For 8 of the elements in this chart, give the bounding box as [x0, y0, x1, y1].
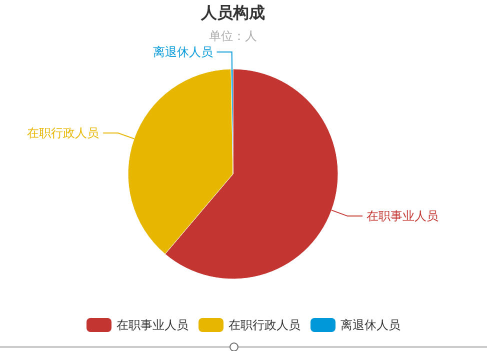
slice-label: 在职行政人员	[27, 126, 100, 140]
legend-label: 离退休人员	[340, 318, 400, 332]
slice-label: 离退休人员	[152, 45, 213, 60]
legend-label: 在职行政人员	[228, 318, 300, 332]
chart-title: 人员构成	[200, 3, 265, 22]
chart-subtitle: 单位：人	[209, 29, 257, 43]
slice-label: 在职事业人员	[366, 209, 439, 224]
legend-label: 在职事业人员	[116, 318, 188, 332]
